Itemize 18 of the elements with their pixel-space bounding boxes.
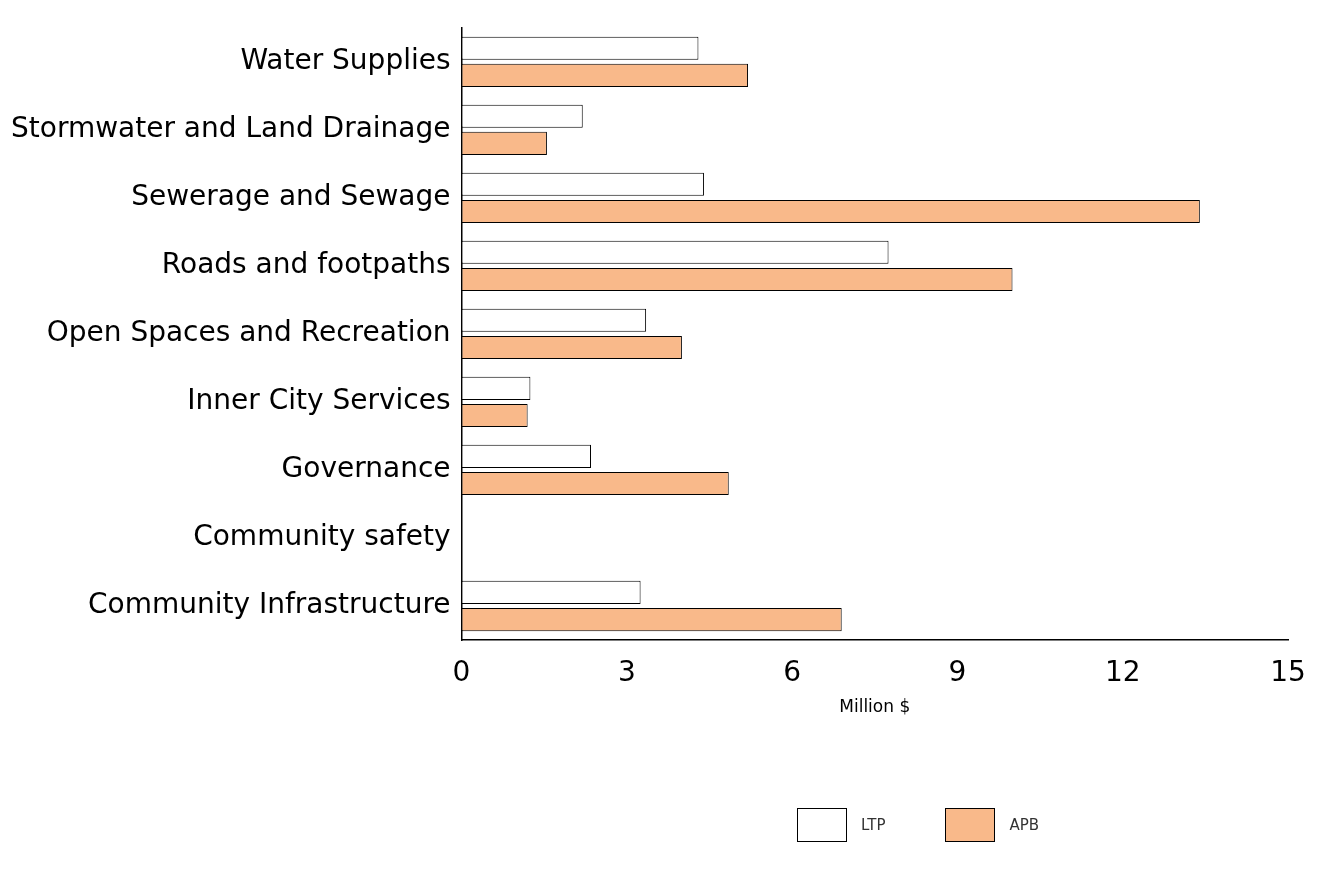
y-tick-label: Sewerage and Sewage xyxy=(131,179,451,213)
legend-label: APB xyxy=(1009,816,1040,834)
y-tick-label: Water Supplies xyxy=(240,43,451,77)
x-tick-label: 12 xyxy=(1104,655,1141,689)
x-axis-title: Million $ xyxy=(839,696,911,717)
x-tick-label: 9 xyxy=(948,655,967,689)
x-tick-label: 3 xyxy=(617,655,636,689)
y-tick-label: Community safety xyxy=(193,519,451,553)
text: LTP xyxy=(860,816,886,834)
y-tick-label: Inner City Services xyxy=(187,383,451,417)
y-tick-label: Open Spaces and Recreation xyxy=(46,315,451,349)
y-tick-label: Community Infrastructure xyxy=(87,587,451,621)
x-tick-label: 0 xyxy=(452,655,471,689)
x-tick-label: 15 xyxy=(1270,655,1306,689)
y-tick-label: Governance xyxy=(281,451,451,485)
y-tick-label: Roads and footpaths xyxy=(161,247,451,281)
y-tick-label: Stormwater and Land Drainage xyxy=(10,111,451,145)
x-tick-label: 6 xyxy=(783,655,802,689)
